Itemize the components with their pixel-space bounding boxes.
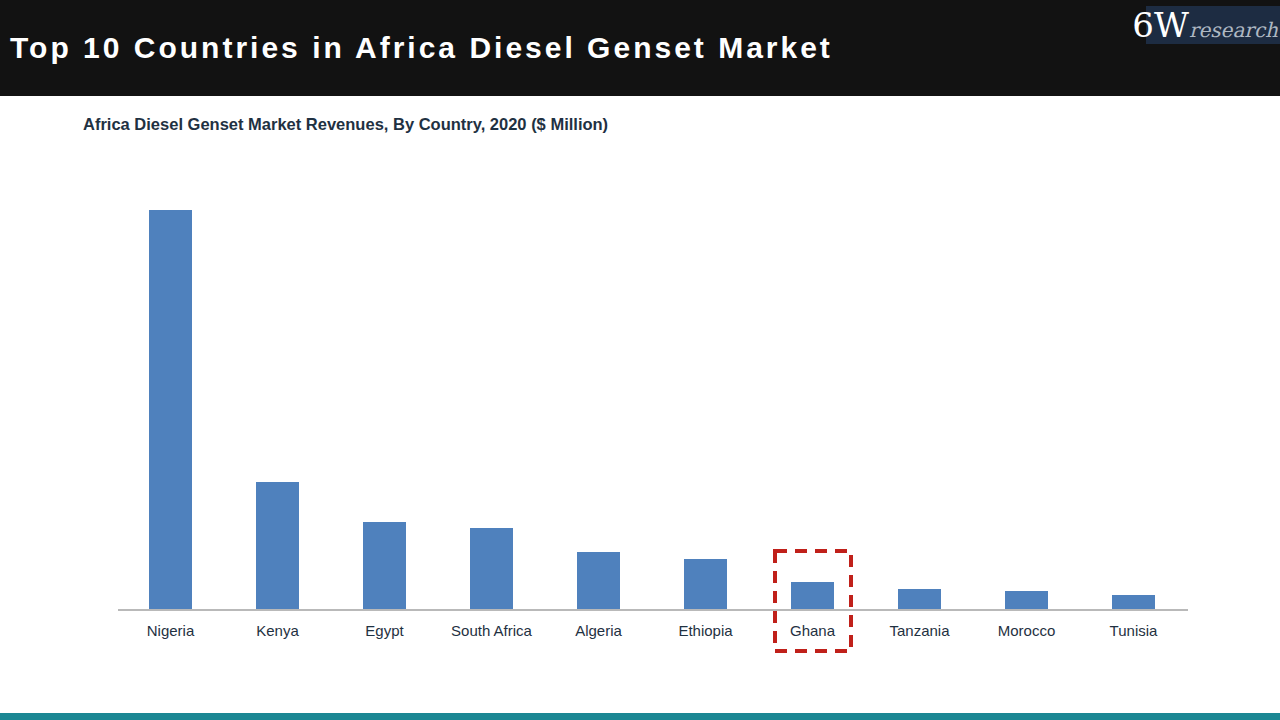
bar-algeria bbox=[577, 552, 620, 610]
bar-slot-ghana bbox=[759, 0, 866, 610]
logo-suffix-text: research bbox=[1189, 13, 1278, 47]
x-axis-line bbox=[118, 609, 1188, 611]
bar-slot-tunisia bbox=[1080, 0, 1187, 610]
bar-nigeria bbox=[149, 210, 192, 610]
bar-south-africa bbox=[470, 528, 513, 610]
x-axis-label: Ethiopia bbox=[652, 622, 759, 639]
bar-tanzania bbox=[898, 589, 941, 610]
x-axis-label: Tunisia bbox=[1080, 622, 1187, 639]
x-axis-label: Algeria bbox=[545, 622, 652, 639]
bar-ethiopia bbox=[684, 559, 727, 610]
footer-accent-bar bbox=[0, 713, 1280, 720]
bar-morocco bbox=[1005, 591, 1048, 610]
x-axis-label: Nigeria bbox=[117, 622, 224, 639]
chart-plot-area bbox=[117, 0, 1187, 610]
bar-slot-tanzania bbox=[866, 0, 973, 610]
bar-slot-morocco bbox=[973, 0, 1080, 610]
x-axis-label: Morocco bbox=[973, 622, 1080, 639]
bar-slot-algeria bbox=[545, 0, 652, 610]
bar-slot-kenya bbox=[224, 0, 331, 610]
x-axis-labels: NigeriaKenyaEgyptSouth AfricaAlgeriaEthi… bbox=[117, 622, 1187, 639]
x-axis-label: Kenya bbox=[224, 622, 331, 639]
x-axis-label: South Africa bbox=[438, 622, 545, 639]
bar-slot-south-africa bbox=[438, 0, 545, 610]
slide: Top 10 Countries in Africa Diesel Genset… bbox=[0, 0, 1280, 720]
bar-slot-ethiopia bbox=[652, 0, 759, 610]
bar-tunisia bbox=[1112, 595, 1155, 610]
x-axis-label: Tanzania bbox=[866, 622, 973, 639]
x-axis-label: Egypt bbox=[331, 622, 438, 639]
bar-slot-nigeria bbox=[117, 0, 224, 610]
bar-kenya bbox=[256, 482, 299, 610]
bar-egypt bbox=[363, 522, 406, 610]
ghana-highlight-box bbox=[773, 549, 853, 653]
bar-slot-egypt bbox=[331, 0, 438, 610]
